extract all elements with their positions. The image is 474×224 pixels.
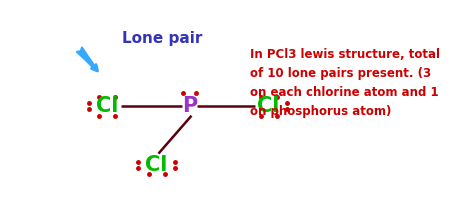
Text: Lone pair: Lone pair [122,31,202,46]
Text: Cl: Cl [257,96,280,116]
Text: In PCl3 lewis structure, total
of 10 lone pairs present. (3
on each chlorine ato: In PCl3 lewis structure, total of 10 lon… [250,47,440,118]
Text: P: P [182,96,197,116]
Text: Cl: Cl [146,155,168,175]
Text: Cl: Cl [96,96,118,116]
